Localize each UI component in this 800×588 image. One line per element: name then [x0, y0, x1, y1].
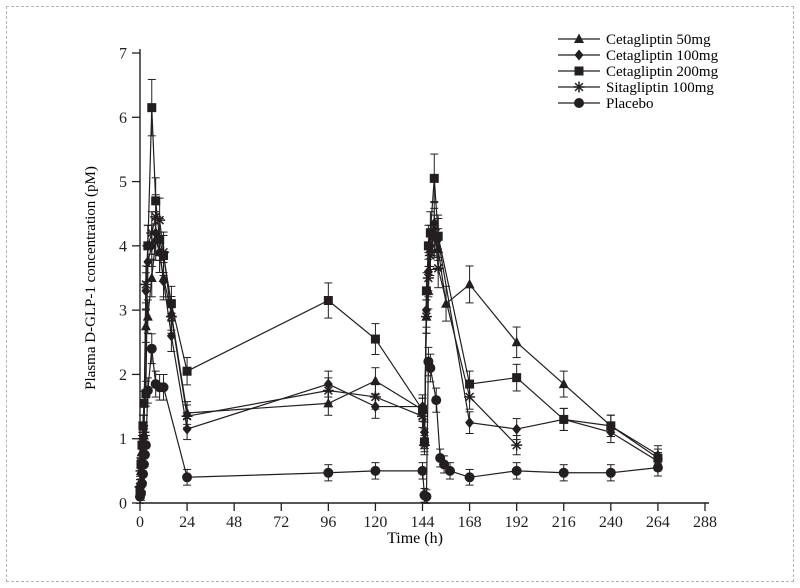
legend-key-circle-icon: [558, 98, 600, 108]
y-tick-label-3: 3: [119, 303, 127, 320]
series-cetagliptin-100mg: [135, 201, 663, 495]
y-tick-label-5: 5: [119, 174, 127, 191]
axes: 0 24 48 72 96 120 144 168 192 216 240 264 288 0 1 2 3 4 5 6…: [119, 46, 717, 532]
legend-key-diamond-icon: [558, 49, 600, 61]
x-tick-label-0: 0: [136, 514, 144, 531]
x-tick-label-216: 216: [552, 514, 576, 531]
x-tick-label-48: 48: [226, 514, 242, 531]
x-tick-label-192: 192: [505, 514, 529, 531]
y-tick-label-1: 1: [119, 431, 127, 448]
series-sitagliptin-100mg: [134, 194, 523, 495]
x-tick-label-24: 24: [179, 514, 195, 531]
y-tick-label-7: 7: [119, 46, 127, 63]
y-axis-title: Plasma D-GLP-1 concentration (pM): [83, 166, 99, 390]
legend-label-placebo: Placebo: [606, 96, 653, 112]
x-tick-label-120: 120: [363, 514, 387, 531]
x-tick-label-168: 168: [458, 514, 482, 531]
x-tick-label-72: 72: [273, 514, 289, 531]
legend-label-cetagliptin-50mg: Cetagliptin 50mg: [606, 32, 711, 48]
legend: Cetagliptin 50mg Cetagliptin 100mg Cetag…: [606, 32, 719, 112]
legend-key-triangle-icon: [558, 33, 600, 43]
y-tick-label-2: 2: [119, 367, 127, 384]
x-tick-label-240: 240: [599, 514, 623, 531]
legend-key-asterisk-icon: [558, 81, 600, 93]
legend-label-cetagliptin-200mg: Cetagliptin 200mg: [606, 64, 719, 80]
x-tick-label-264: 264: [646, 514, 670, 531]
x-tick-label-288: 288: [693, 514, 717, 531]
y-tick-label-0: 0: [119, 496, 127, 513]
legend-label-cetagliptin-100mg: Cetagliptin 100mg: [606, 48, 719, 64]
x-tick-label-144: 144: [411, 514, 435, 531]
series-cetagliptin-200mg: [135, 78, 663, 498]
series-layer: [134, 78, 663, 504]
y-tick-label-6: 6: [119, 110, 127, 127]
series-cetagliptin-50mg: [135, 214, 663, 492]
legend-markers: [558, 33, 600, 108]
legend-label-sitagliptin-100mg: Sitagliptin 100mg: [606, 80, 714, 96]
legend-key-square-icon: [558, 66, 600, 76]
x-axis-title: Time (h): [387, 530, 443, 547]
y-tick-label-4: 4: [119, 238, 127, 255]
series-placebo: [135, 333, 663, 504]
x-tick-label-96: 96: [320, 514, 336, 531]
